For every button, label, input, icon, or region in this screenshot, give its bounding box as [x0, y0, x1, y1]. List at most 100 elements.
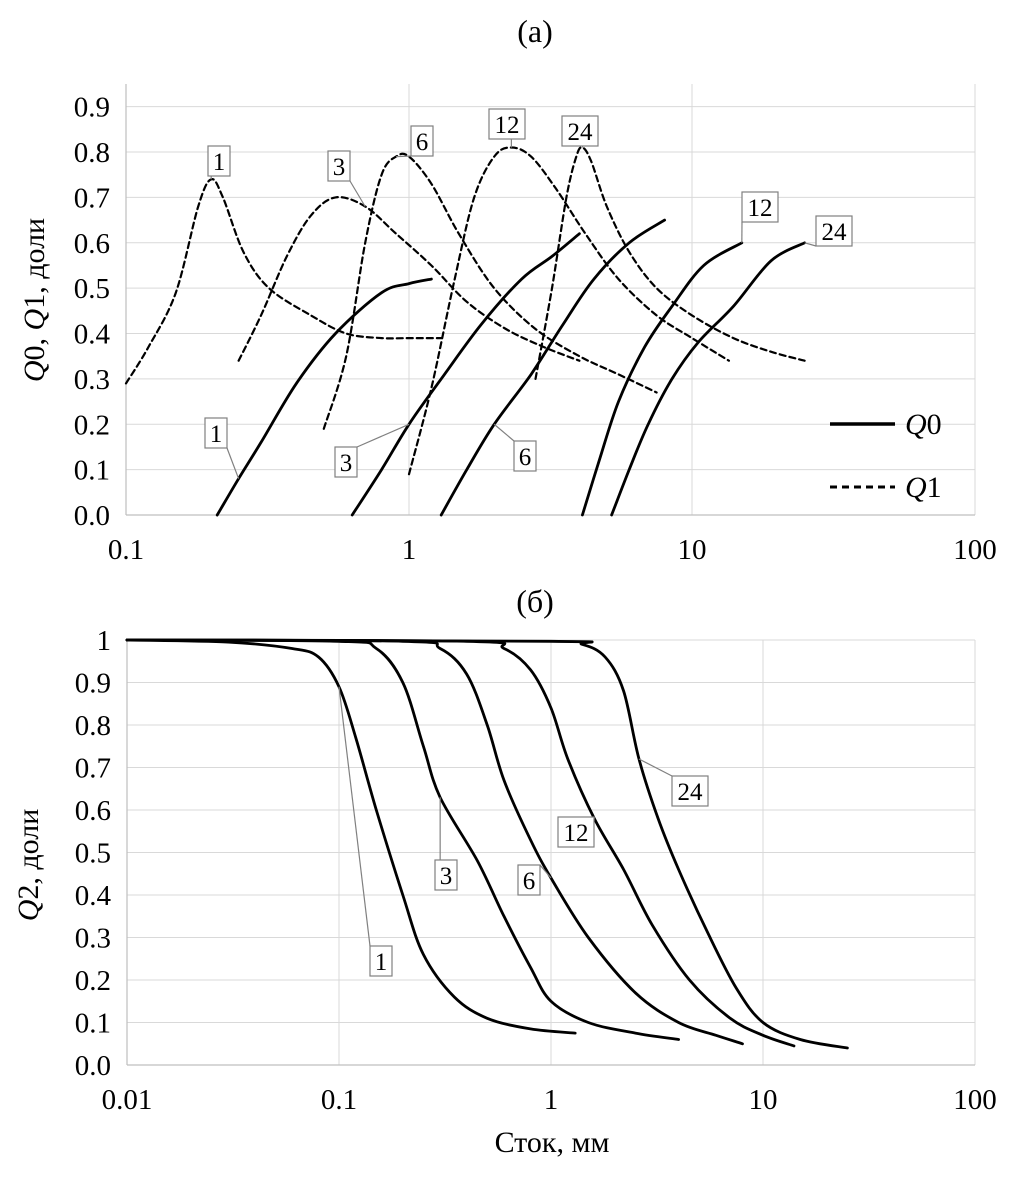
- y-tick-label: 0.4: [75, 880, 112, 912]
- y-tick-label: 0.8: [75, 710, 111, 742]
- callout-label: 6: [519, 444, 532, 471]
- callout-box: [517, 864, 541, 896]
- legend-q0-label: Q0: [905, 408, 942, 441]
- callout-label: 24: [822, 219, 848, 246]
- callout-box: [557, 816, 595, 848]
- callout-leader-line: [638, 758, 673, 777]
- callout-leader-line: [349, 180, 366, 207]
- q1-series-line-6: [322, 152, 658, 430]
- callout-box: [561, 115, 599, 147]
- callout-box: [513, 440, 537, 472]
- callout-leader-line: [338, 686, 371, 947]
- panel-a-x-tick-labels: 0.1 1 10 100: [108, 534, 997, 566]
- y-tick-label: 0.7: [74, 182, 110, 214]
- chart-panel-b: (б) 0.0 0.1 0.2 0.3 0.4 0.5 0.6 0.7 0.8 0.9 1 0.01…: [12, 583, 997, 1159]
- panel-b-series-lines: [125, 638, 849, 1050]
- callout-label: 3: [340, 450, 353, 477]
- legend-q0-rest: 0: [927, 408, 942, 441]
- y-tick-label: 0.7: [75, 753, 111, 785]
- q2-series-line-6: [125, 638, 744, 1046]
- y-tick-label: 0.3: [74, 364, 110, 396]
- callout-box: [410, 125, 434, 157]
- x-tick-label: 0.1: [108, 534, 144, 566]
- y-tick-label: 0.0: [74, 500, 110, 532]
- y-tick-label: 1: [97, 625, 112, 657]
- y-tick-label: 0.1: [74, 455, 110, 487]
- y-title-a-q0-rest: 0,: [18, 330, 51, 360]
- panel-a-title: (а): [517, 13, 553, 49]
- x-tick-label: 1: [544, 1084, 559, 1116]
- callout-box: [671, 775, 709, 807]
- q0-series-line-24: [610, 241, 806, 517]
- panel-a-series-lines: [124, 146, 806, 517]
- callout-leader-line: [226, 447, 240, 479]
- x-tick-label: 0.01: [102, 1084, 153, 1116]
- q2-series-line-12: [125, 638, 796, 1048]
- y-tick-label: 0.5: [74, 273, 110, 305]
- callout-box: [434, 859, 458, 891]
- callout-leader-line: [539, 864, 552, 879]
- panel-b-title: (б): [516, 583, 554, 619]
- q0-series-line-6: [439, 218, 666, 517]
- q1-series-line-24: [534, 146, 806, 380]
- x-tick-label: 10: [749, 1084, 778, 1116]
- y-tick-label: 0.6: [74, 228, 110, 260]
- legend-q0-italic: Q: [905, 408, 927, 441]
- callout-label: 12: [564, 820, 589, 847]
- callout-box: [488, 108, 526, 140]
- callout-label: 1: [375, 949, 388, 976]
- callout-label: 12: [495, 112, 520, 139]
- y-tick-label: 0.6: [75, 795, 111, 827]
- y-title-b-q2-italic: Q: [12, 899, 45, 921]
- q2-series-line-24: [125, 638, 849, 1050]
- callout-label: 1: [210, 421, 223, 448]
- q1-series-line-1: [124, 178, 443, 385]
- x-tick-label: 1: [402, 534, 417, 566]
- y-title-b-q2-rest: 2, доли: [12, 809, 45, 900]
- legend-q1-rest: 1: [927, 471, 942, 504]
- callout-leader-line: [804, 242, 817, 247]
- callout-box: [369, 945, 393, 977]
- q0-series-line-12: [581, 241, 744, 517]
- panel-b-y-axis-title: Q2, доли: [12, 809, 45, 922]
- callout-label: 3: [440, 863, 453, 890]
- panel-b-y-tick-labels: 0.0 0.1 0.2 0.3 0.4 0.5 0.6 0.7 0.8 0.9 1: [75, 625, 112, 1082]
- callout-box: [741, 191, 779, 223]
- q0-series-line-1: [215, 277, 433, 517]
- panel-b-callouts: 1 3 6 12 24: [338, 686, 709, 977]
- callout-box: [204, 417, 228, 449]
- y-tick-label: 0.8: [74, 137, 110, 169]
- panel-b-x-tick-labels: 0.01 0.1 1 10 100: [102, 1084, 997, 1116]
- callout-leader-line: [356, 423, 410, 448]
- x-tick-label: 0.1: [321, 1084, 357, 1116]
- panel-b-plot-frame: [126, 640, 975, 1066]
- q1-series-line-3: [237, 196, 581, 362]
- y-tick-label: 0.4: [74, 319, 111, 351]
- y-title-a-q1-rest: 1, доли: [18, 218, 51, 309]
- callout-box: [815, 215, 853, 247]
- legend-q1-italic: Q: [905, 471, 927, 504]
- callout-label: 12: [748, 195, 773, 222]
- callout-label: 24: [568, 119, 594, 146]
- q2-series-line-1: [125, 638, 577, 1035]
- y-title-a-q0-italic: Q: [18, 360, 51, 382]
- panel-a-gridlines: [126, 84, 976, 515]
- callout-label: 6: [523, 868, 536, 895]
- y-tick-label: 0.2: [75, 965, 111, 997]
- x-tick-label: 10: [678, 534, 707, 566]
- callout-box: [327, 150, 351, 182]
- panel-a-plot-frame: [125, 84, 975, 516]
- q1-series-line-12: [407, 146, 730, 476]
- legend-q1-label: Q1: [905, 471, 942, 504]
- panel-a-legend: Q0 Q1: [830, 408, 942, 504]
- x-tick-label: 100: [953, 1084, 997, 1116]
- callout-leader-line: [396, 155, 412, 158]
- y-tick-label: 0.3: [75, 923, 111, 955]
- y-tick-label: 0.0: [75, 1050, 111, 1082]
- panel-a-callouts: 1 3 6 12 24 1 3 6 12 24: [204, 108, 853, 479]
- q0-series-line-3: [350, 232, 581, 517]
- y-tick-label: 0.9: [75, 668, 111, 700]
- chart-panel-a: (а) 0.00.10.20.30.40.50.60.70.80.9 0.1 1 1…: [18, 13, 997, 566]
- callout-label: 3: [333, 154, 346, 181]
